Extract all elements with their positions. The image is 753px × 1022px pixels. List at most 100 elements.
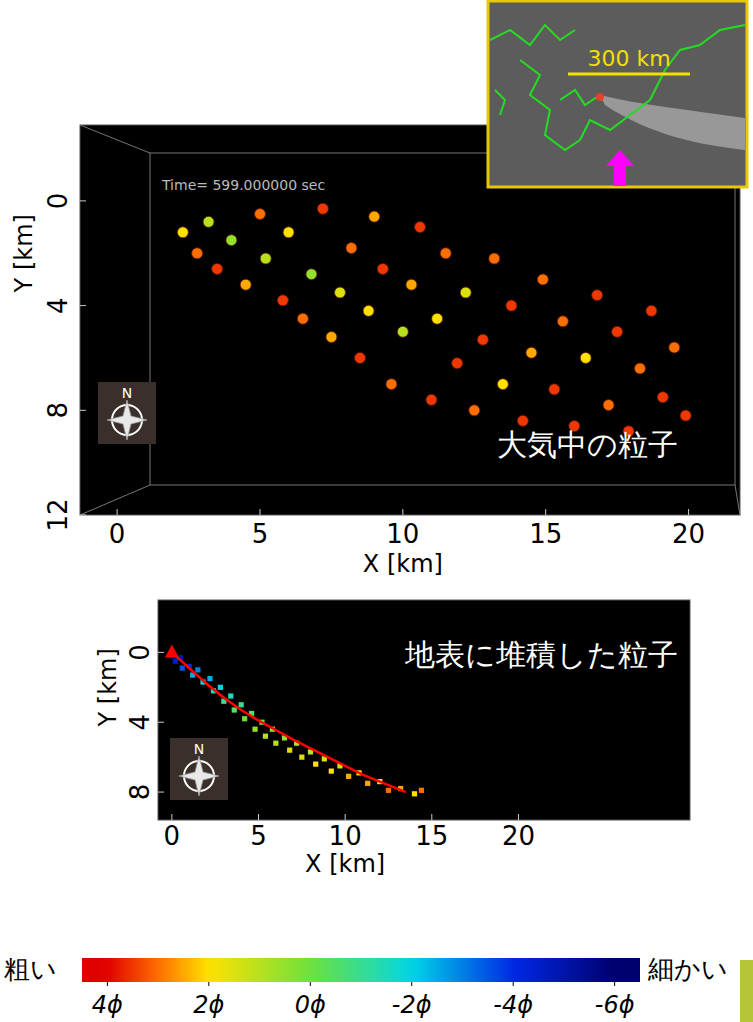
deposited-particle — [313, 762, 318, 767]
airborne-particle — [635, 363, 646, 374]
scale-bar — [568, 73, 690, 76]
box-edge — [735, 485, 740, 515]
y-tick — [80, 515, 86, 516]
x-tick-label: 5 — [250, 821, 267, 851]
colorbar-bar — [82, 958, 640, 982]
airborne-particle — [477, 334, 488, 345]
airborne-particle — [592, 290, 603, 301]
panel-title: 大気中の粒子 — [497, 427, 678, 462]
airborne-particle — [680, 410, 691, 421]
deposited-particle — [180, 665, 185, 670]
airborne-particle — [203, 216, 214, 227]
compass-label: N — [122, 385, 132, 401]
compass-bg — [98, 382, 156, 444]
colorbar-low-label: 粗い — [4, 954, 57, 984]
deposited-particle — [299, 755, 304, 760]
airborne-particle — [557, 316, 568, 327]
airborne-particle — [657, 392, 668, 403]
plume-arrow — [606, 150, 634, 186]
y-tick — [158, 652, 164, 653]
x-tick — [258, 814, 259, 820]
deposited-particle — [252, 727, 257, 732]
airborne-particle — [526, 347, 537, 358]
colorbar-tick-label: -2ϕ — [392, 991, 432, 1019]
deposited-particle — [218, 685, 223, 690]
x-tick-label: 0 — [164, 821, 181, 851]
airborne-particle — [432, 313, 443, 324]
x-tick — [117, 509, 118, 515]
y-tick — [80, 305, 86, 306]
coastline — [495, 90, 505, 115]
x-tick-label: 15 — [415, 821, 448, 851]
inset: 300 km — [488, 1, 747, 187]
airborne-particle — [255, 208, 266, 219]
panel: 0510152004812X [km]Y [km]Time= 599.00000… — [10, 125, 740, 578]
airborne-particle — [346, 243, 357, 254]
airborne-particle — [192, 248, 203, 259]
airborne-particle — [415, 222, 426, 233]
airborne-particle — [297, 313, 308, 324]
plot-frame — [158, 600, 690, 820]
x-tick-label: 0 — [109, 519, 126, 549]
airborne-particle — [440, 248, 451, 259]
x-tick-label: 10 — [329, 821, 362, 851]
y-axis-title: Y [km] — [94, 648, 122, 727]
airborne-particle — [489, 253, 500, 264]
y-tick — [80, 410, 86, 411]
compass-star — [179, 756, 219, 796]
x-tick — [545, 509, 546, 515]
colorbar-tick-label: 2ϕ — [193, 991, 224, 1019]
coastline — [560, 90, 600, 105]
airborne-particle — [355, 352, 366, 363]
x-tick — [171, 814, 172, 820]
airborne-particle — [406, 279, 417, 290]
vent-marker — [165, 644, 179, 657]
background — [0, 0, 753, 1022]
box-back-face — [150, 153, 735, 485]
x-tick — [688, 509, 689, 515]
x-tick — [431, 814, 432, 820]
airborne-particle — [277, 295, 288, 306]
airborne-particle — [177, 227, 188, 238]
airborne-particle — [426, 394, 437, 405]
deposited-particle — [287, 748, 292, 753]
marks — [177, 203, 691, 436]
colorbar-tick — [513, 982, 514, 986]
y-tick — [158, 722, 164, 723]
airborne-particle — [580, 352, 591, 363]
airborne-particle — [603, 400, 614, 411]
airborne-particle — [260, 253, 271, 264]
x-tick — [518, 814, 519, 820]
deposited-particle — [239, 702, 244, 707]
y-tick — [158, 792, 164, 793]
airborne-particle — [452, 358, 463, 369]
deposited-particle — [412, 791, 417, 796]
airborne-particle — [377, 263, 388, 274]
colorbar-tick-label: -6ϕ — [595, 991, 635, 1019]
y-tick-label: 8 — [125, 784, 155, 801]
coastline — [490, 25, 575, 45]
deposited-particle — [173, 659, 178, 664]
figure: 0510152004812X [km]Y [km]Time= 599.00000… — [0, 0, 753, 1022]
colorbar-tick-label: 0ϕ — [295, 991, 326, 1019]
airborne-particle — [469, 405, 480, 416]
x-tick-label: 10 — [386, 519, 419, 549]
x-tick-label: 20 — [502, 821, 535, 851]
compass: N — [98, 382, 156, 444]
airborne-particle — [517, 415, 528, 426]
y-tick-label: 4 — [125, 714, 155, 731]
airborne-particle — [506, 300, 517, 311]
airborne-particle — [363, 305, 374, 316]
y-tick-label: 8 — [43, 402, 73, 419]
y-tick-label: 12 — [43, 498, 73, 531]
x-tick-label: 20 — [672, 519, 705, 549]
compass-star — [107, 400, 147, 440]
airborne-particle — [646, 305, 657, 316]
scale-label: 300 km — [587, 46, 670, 71]
time-annotation: Time= 599.000000 sec — [161, 177, 325, 193]
airborne-particle — [537, 274, 548, 285]
airborne-particle — [612, 326, 623, 337]
airborne-particle — [317, 203, 328, 214]
y-tick-label: 0 — [43, 193, 73, 210]
compass: N — [170, 738, 228, 800]
